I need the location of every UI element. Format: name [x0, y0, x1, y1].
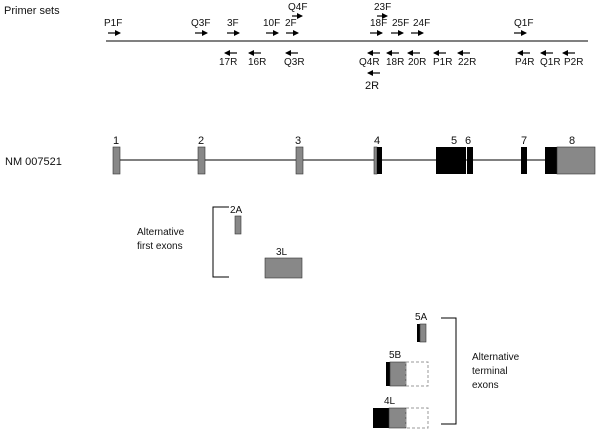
primer-label: P1F	[104, 18, 122, 29]
exon-box-dashed	[405, 361, 429, 387]
primer-label: Q3F	[191, 18, 210, 29]
exon-box	[295, 146, 304, 175]
bracket	[441, 317, 457, 425]
primer-label: P1R	[433, 57, 452, 68]
exon-box-utr	[389, 361, 407, 387]
primer-label: Q3R	[284, 57, 305, 68]
primer-label: Q4R	[359, 57, 380, 68]
exon-box-utr	[388, 407, 407, 429]
primer-label: 2F	[285, 18, 297, 29]
exon-box-utr	[373, 146, 378, 175]
exon-box-coding	[373, 408, 389, 428]
bracket	[212, 206, 229, 278]
forward-primers-top: Q4F 23F	[288, 2, 391, 19]
exon-label: 5	[451, 135, 457, 147]
exon-box	[264, 257, 303, 279]
primer-label: 20R	[408, 57, 426, 68]
primer-label: 3F	[227, 18, 239, 29]
primer-label: Q4F	[288, 2, 307, 13]
exon-box-coding	[386, 362, 390, 386]
primer-label: 22R	[458, 57, 476, 68]
primer-label: Q1F	[514, 18, 533, 29]
exon-box-coding	[521, 147, 527, 174]
alt-first-label: Alternative	[137, 227, 185, 238]
exon-box-utr	[556, 146, 596, 175]
exon-label: 3L	[276, 247, 288, 258]
exon-label: 4L	[384, 396, 396, 407]
primer-label: P4R	[515, 57, 534, 68]
alternative-first-exons: Alternative first exons 2A 3L	[137, 205, 303, 279]
alt-terminal-label: exons	[472, 380, 499, 391]
alt-first-label: first exons	[137, 241, 183, 252]
primer-label: 23F	[374, 2, 391, 13]
exon-box	[112, 146, 121, 175]
forward-primers-main: P1F Q3F 3F 10F 2F 18F 25F 24F Q1F	[104, 18, 533, 36]
exon-label: 7	[521, 135, 527, 147]
exon-label: 5A	[415, 312, 428, 323]
primer-label: 16R	[248, 57, 266, 68]
exon-label: 3	[295, 135, 301, 147]
transcript-exons: 1 2 3 4 5 6 7 8	[112, 135, 596, 175]
primer-label: 17R	[219, 57, 237, 68]
alt-terminal-label: Alternative	[472, 352, 520, 363]
primer-label: 18F	[370, 18, 387, 29]
exon-label: 2A	[230, 205, 243, 216]
exon-label: 6	[465, 135, 471, 147]
primer-label: P2R	[564, 57, 583, 68]
exon-box-coding	[417, 324, 420, 342]
exon-label: 2	[198, 135, 204, 147]
exon-box-coding	[545, 147, 557, 174]
exon-box	[197, 146, 206, 175]
primer-label: 18R	[386, 57, 404, 68]
transcript-name: NM 007521	[5, 156, 62, 168]
exon-box-dashed	[405, 407, 429, 429]
primer-label: 25F	[392, 18, 409, 29]
primer-label: 2R	[365, 80, 379, 92]
exon-label: 1	[113, 135, 119, 147]
exon-box-coding	[436, 147, 466, 174]
exon-box-utr	[419, 323, 427, 343]
reverse-primers: 17R 16R Q3R Q4R 18R 20R P1R 22R P4R Q1R …	[219, 50, 583, 92]
exon-box-coding	[377, 147, 382, 174]
alternative-terminal-exons: Alternative terminal exons 5A 5B 4L	[373, 312, 520, 429]
primer-label: 24F	[413, 18, 430, 29]
exon-label: 5B	[389, 350, 402, 361]
primer-label: 10F	[263, 18, 280, 29]
primer-sets-title: Primer sets	[4, 5, 60, 17]
primer-label: Q1R	[540, 57, 561, 68]
exon-box-coding	[467, 147, 473, 174]
exon-label: 8	[569, 135, 575, 147]
exon-box	[234, 215, 242, 235]
alt-terminal-label: terminal	[472, 366, 508, 377]
exon-label: 4	[374, 135, 380, 147]
